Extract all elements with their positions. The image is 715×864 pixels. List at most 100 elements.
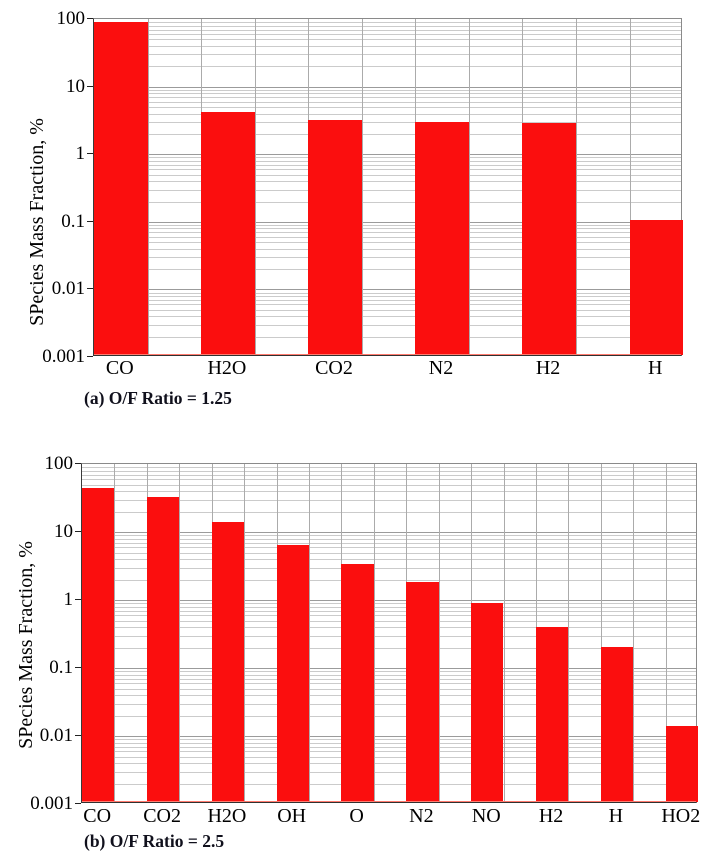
minor-gridline (82, 627, 696, 629)
minor-gridline (94, 296, 681, 297)
y-tick-label-0.01: 0.01 (51, 278, 85, 300)
y-tick-mark (87, 356, 93, 357)
minor-gridline (94, 189, 681, 191)
major-gridline (82, 668, 696, 669)
bar-CO2 (308, 119, 362, 355)
bar-CO (94, 21, 148, 355)
minor-gridline (94, 45, 681, 47)
series-baseline (94, 354, 681, 355)
minor-gridline (94, 160, 681, 162)
y-tick-mark (75, 667, 81, 668)
minor-gridline (94, 101, 681, 103)
vertical-gridline (147, 19, 149, 355)
minor-gridline (82, 615, 696, 617)
minor-gridline (82, 467, 696, 469)
chart-a-plot-area (93, 18, 683, 356)
y-tick-label-10: 10 (66, 75, 85, 97)
minor-gridline (94, 324, 681, 326)
vertical-gridline (665, 464, 667, 802)
minor-gridline (94, 89, 681, 91)
bar-N2 (415, 122, 469, 355)
minor-gridline (82, 635, 696, 637)
minor-gridline (82, 683, 696, 685)
minor-gridline (82, 674, 696, 676)
minor-gridline (94, 304, 681, 306)
minor-gridline (82, 538, 696, 540)
y-tick-label-1: 1 (63, 589, 74, 610)
vertical-gridline (438, 464, 440, 802)
series-baseline (82, 801, 696, 802)
minor-gridline (82, 715, 696, 717)
category-label-H: H (608, 805, 624, 827)
vertical-gridline (468, 19, 470, 355)
minor-gridline (94, 29, 681, 31)
minor-gridline (94, 54, 681, 56)
y-tick-mark (75, 463, 81, 464)
vertical-gridline (308, 464, 310, 802)
y-tick-mark (87, 18, 93, 19)
minor-gridline (94, 97, 681, 99)
minor-gridline (94, 248, 681, 250)
y-tick-label-100: 100 (56, 8, 86, 29)
y-tick-label-10: 10 (54, 521, 73, 542)
category-label-N2: N2 (409, 805, 434, 827)
vertical-gridline (503, 464, 505, 802)
minor-gridline (94, 34, 681, 35)
category-label-CO: CO (83, 805, 112, 827)
minor-gridline (94, 39, 681, 41)
minor-gridline (94, 121, 681, 123)
minor-gridline (82, 606, 696, 608)
minor-gridline (94, 201, 681, 203)
minor-gridline (82, 703, 696, 705)
category-label-H2O: H2O (207, 805, 247, 827)
minor-gridline (82, 610, 696, 612)
category-label-O: O (349, 805, 364, 827)
minor-gridline (82, 783, 696, 785)
y-tick-label-0.001: 0.001 (42, 346, 85, 367)
minor-gridline (94, 174, 681, 176)
minor-gridline (94, 157, 681, 159)
major-gridline (82, 532, 696, 533)
chart-b-y-axis-title: SPecies Mass Fraction, % (15, 541, 37, 749)
bar-H (629, 219, 683, 355)
category-label-H2: H2 (535, 357, 561, 379)
minor-gridline (82, 474, 696, 476)
y-tick-label-100: 100 (44, 453, 74, 474)
minor-gridline (82, 746, 696, 748)
minor-gridline (94, 232, 681, 234)
minor-gridline (94, 224, 681, 226)
minor-gridline (94, 66, 681, 68)
minor-gridline (94, 133, 681, 135)
chart-b-plot-area (81, 463, 698, 803)
minor-gridline (94, 257, 681, 259)
minor-gridline (94, 316, 681, 318)
minor-gridline (82, 620, 696, 622)
bar-HO2 (665, 726, 698, 802)
minor-gridline (82, 678, 696, 680)
bar-H2O (201, 111, 255, 355)
y-tick-mark (87, 220, 93, 222)
major-gridline (82, 736, 696, 737)
minor-gridline (82, 756, 696, 758)
minor-gridline (94, 164, 681, 166)
vertical-gridline (254, 19, 256, 355)
minor-gridline (82, 671, 696, 673)
minor-gridline (94, 25, 681, 27)
vertical-gridline (629, 19, 631, 355)
minor-gridline (82, 695, 696, 697)
minor-gridline (94, 269, 681, 271)
y-tick-mark (75, 531, 81, 532)
vertical-gridline (575, 19, 577, 355)
vertical-gridline (361, 19, 363, 355)
minor-gridline (82, 567, 696, 569)
vertical-gridline (600, 464, 602, 802)
bar-H2 (522, 123, 576, 355)
y-tick-mark (75, 803, 81, 804)
vertical-gridline (244, 464, 246, 802)
minor-gridline (94, 181, 681, 183)
minor-gridline (94, 93, 681, 95)
category-label-HO2: HO2 (661, 805, 701, 827)
minor-gridline (94, 113, 681, 115)
minor-gridline (82, 559, 696, 561)
